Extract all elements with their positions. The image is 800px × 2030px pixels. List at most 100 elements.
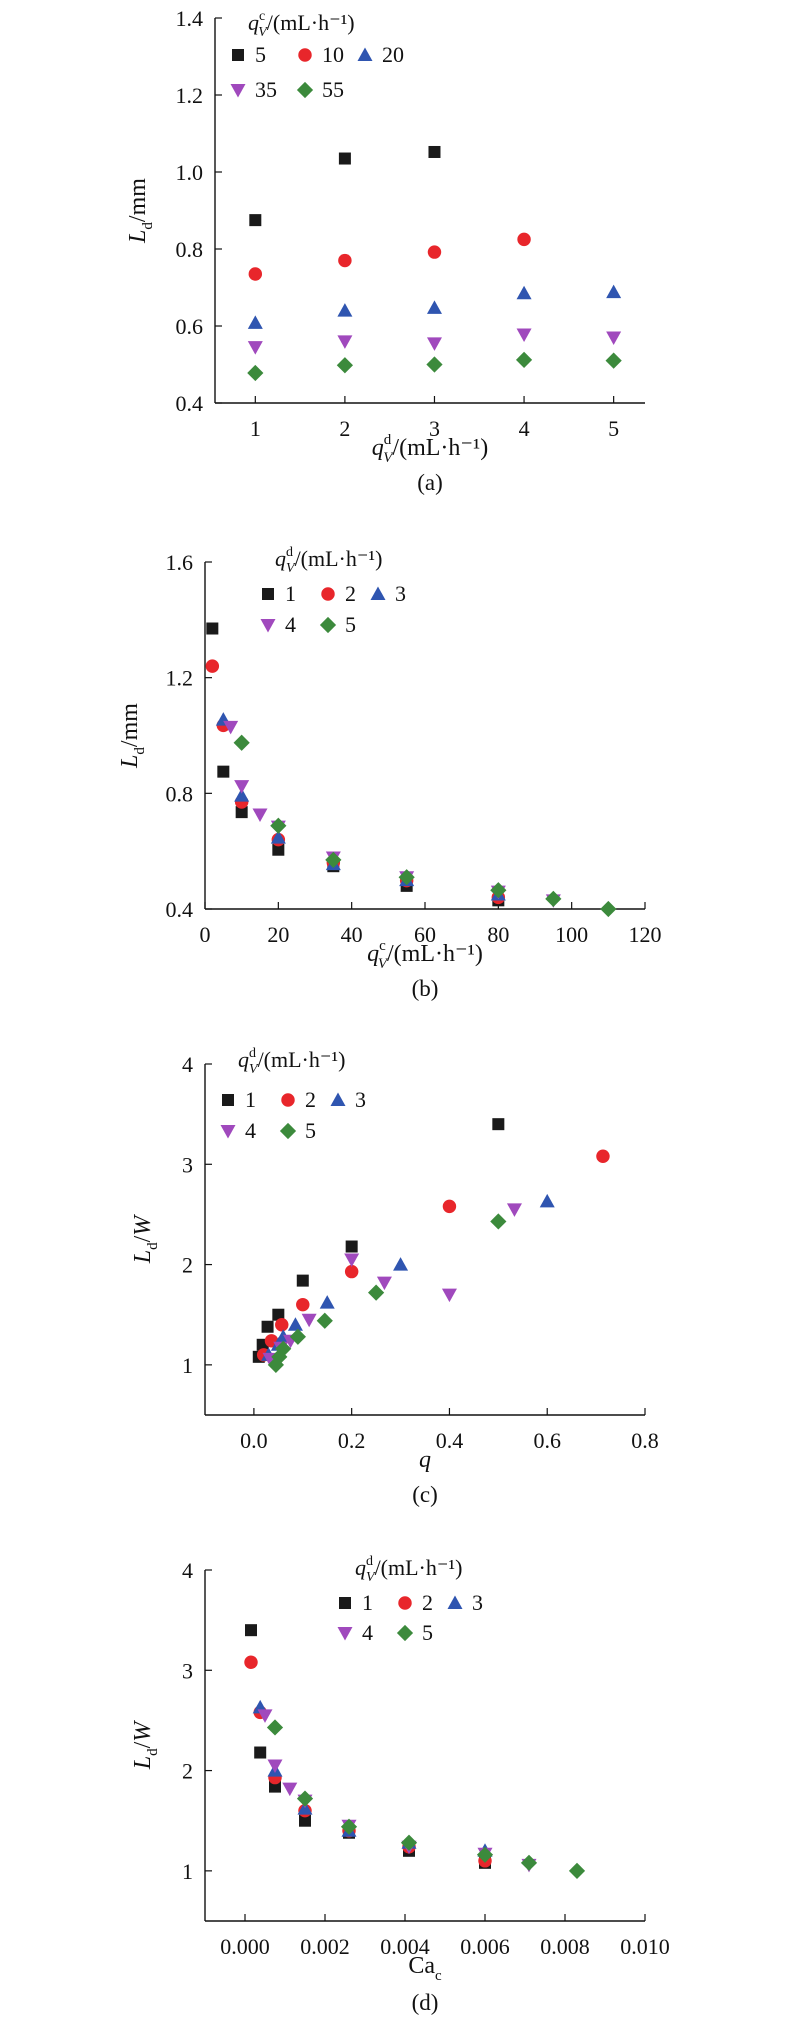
legend-entry-label: 4 bbox=[285, 612, 296, 637]
chart-a-svg: 1 2 3 4 5 0.4 0.6 0.8 1.0 1.2 1.4 qd V/(mL·h⁻¹) Ld/mm… bbox=[125, 6, 645, 495]
chart-panel-a: 1 2 3 4 5 0.4 0.6 0.8 1.0 1.2 1.4 qd V/(mL·h⁻¹) Ld/mm… bbox=[0, 0, 800, 506]
data-point bbox=[516, 285, 532, 300]
data-point bbox=[266, 1719, 284, 1736]
data-point bbox=[476, 1846, 494, 1863]
y-tick-label: 0.8 bbox=[166, 781, 194, 806]
series-group bbox=[248, 232, 531, 281]
series-group bbox=[215, 712, 506, 901]
legend-entry-label: 3 bbox=[355, 1087, 366, 1112]
data-point bbox=[336, 357, 353, 374]
y-tick-label: 3 bbox=[182, 1152, 193, 1177]
legend-marker bbox=[220, 1125, 236, 1139]
legend-marker bbox=[232, 49, 244, 61]
legend-marker bbox=[319, 616, 337, 634]
data-point bbox=[296, 1790, 314, 1807]
legend-marker bbox=[396, 1624, 414, 1642]
legend-marker bbox=[262, 588, 274, 600]
data-point bbox=[244, 1655, 258, 1669]
legend-entry-label: 2 bbox=[305, 1087, 316, 1112]
series-group bbox=[244, 1655, 492, 1868]
x-tick-label: 0.4 bbox=[436, 1428, 464, 1453]
data-point bbox=[234, 788, 250, 802]
data-point bbox=[338, 253, 352, 268]
legend-title: qd V/(mL·h⁻¹) bbox=[275, 545, 382, 576]
legend-marker bbox=[260, 619, 276, 633]
data-point bbox=[441, 1288, 457, 1303]
y-tick-label: 1 bbox=[182, 1353, 193, 1378]
y-tick-label: 2 bbox=[182, 1759, 193, 1784]
data-point bbox=[223, 720, 239, 735]
series-group bbox=[223, 720, 561, 908]
data-point bbox=[605, 352, 622, 369]
legend-marker bbox=[339, 1597, 351, 1609]
chart-panel-d: 0.000 0.002 0.004 0.006 0.008 0.010 1 2 3 4 Cac Ld/… bbox=[0, 1518, 800, 2025]
x-tick-label: 20 bbox=[267, 922, 289, 947]
x-tick-label: 60 bbox=[414, 922, 436, 947]
legend-title: qd V/(mL·h⁻¹) bbox=[238, 1046, 345, 1077]
panel-caption: (c) bbox=[412, 1482, 438, 1507]
legend-marker bbox=[398, 1596, 412, 1610]
x-axis-label: qc V/(mL·h⁻¹) bbox=[367, 938, 483, 972]
data-point bbox=[516, 328, 532, 342]
x-tick-label: 0.2 bbox=[338, 1428, 366, 1453]
data-point bbox=[400, 1834, 418, 1851]
series-group bbox=[245, 1624, 491, 1869]
data-point bbox=[252, 808, 268, 822]
data-point bbox=[606, 284, 622, 299]
legend-marker bbox=[321, 587, 335, 601]
legend-marker bbox=[296, 81, 314, 99]
y-tick-label: 0.6 bbox=[176, 314, 204, 339]
data-point bbox=[275, 1340, 292, 1357]
x-tick-label: 0 bbox=[200, 922, 211, 947]
series-group bbox=[206, 622, 505, 907]
data-point bbox=[596, 1149, 610, 1163]
y-tick-label: 3 bbox=[182, 1658, 193, 1683]
y-tick-label: 0.8 bbox=[176, 237, 204, 262]
data-point bbox=[217, 765, 230, 778]
data-point bbox=[261, 1320, 274, 1333]
data-point bbox=[325, 851, 342, 868]
chart-c-svg: 0.0 0.2 0.4 0.6 0.8 1 2 3 4 q Ld/W (c) qd V/(mL·h⁻¹) 1… bbox=[130, 1046, 659, 1507]
data-point bbox=[344, 1253, 360, 1268]
data-point bbox=[247, 315, 263, 329]
x-tick-label: 3 bbox=[429, 416, 440, 441]
data-point bbox=[275, 1318, 289, 1332]
data-point bbox=[539, 1193, 555, 1208]
legend-entry-label: 10 bbox=[322, 42, 344, 67]
legend-title: qd V/(mL·h⁻¹) bbox=[355, 1554, 462, 1585]
data-point bbox=[426, 356, 443, 373]
legend-marker bbox=[447, 1595, 463, 1609]
data-point bbox=[234, 780, 250, 794]
y-axis-label: Ld/mm bbox=[125, 178, 156, 244]
series-group bbox=[247, 328, 622, 355]
legend-entry-label: 1 bbox=[285, 581, 296, 606]
x-tick-label: 0.010 bbox=[620, 1934, 670, 1959]
data-point bbox=[267, 1759, 283, 1774]
series-group bbox=[267, 1213, 507, 1373]
series-group bbox=[252, 1699, 493, 1857]
x-tick-label: 0.6 bbox=[533, 1428, 561, 1453]
data-point bbox=[426, 300, 442, 314]
x-tick-label: 0.006 bbox=[460, 1934, 510, 1959]
data-point bbox=[427, 245, 442, 259]
data-point bbox=[316, 1312, 333, 1329]
data-point bbox=[206, 622, 219, 635]
data-point bbox=[426, 337, 442, 351]
data-point bbox=[545, 890, 562, 907]
data-point bbox=[270, 830, 286, 844]
data-point bbox=[282, 1782, 298, 1797]
x-axis-label: q bbox=[419, 1447, 431, 1473]
data-point bbox=[296, 1274, 309, 1287]
data-point bbox=[301, 1313, 317, 1328]
panel-caption: (d) bbox=[412, 1990, 439, 2015]
data-point bbox=[520, 1854, 538, 1871]
legend-title: qc V/(mL·h⁻¹) bbox=[248, 9, 355, 40]
legend-marker bbox=[279, 1122, 297, 1140]
data-point bbox=[442, 1199, 457, 1214]
data-point bbox=[398, 869, 415, 886]
data-point bbox=[600, 900, 617, 918]
legend-entry-label: 20 bbox=[382, 42, 404, 67]
data-point bbox=[247, 364, 264, 382]
x-tick-label: 0.8 bbox=[631, 1428, 659, 1453]
panel-caption: (b) bbox=[412, 976, 439, 1001]
